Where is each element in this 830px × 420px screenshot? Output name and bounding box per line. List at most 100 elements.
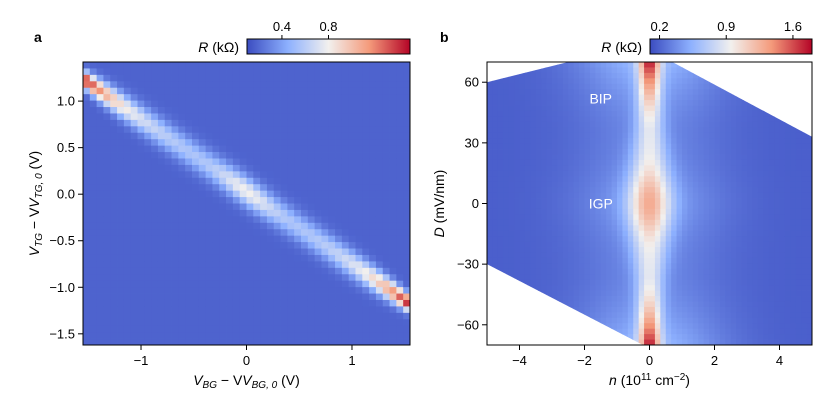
heatmap-a-cell xyxy=(138,133,145,140)
heatmap-a-cell xyxy=(97,75,104,82)
heatmap-b-cell xyxy=(563,247,569,253)
heatmap-a-cell xyxy=(362,120,369,127)
heatmap-b-cell xyxy=(747,122,753,128)
heatmap-b-cell xyxy=(709,176,715,182)
heatmap-a-cell xyxy=(219,126,226,133)
heatmap-a-cell xyxy=(390,191,397,198)
heatmap-a-cell xyxy=(253,223,260,230)
heatmap-b-cell xyxy=(568,144,574,150)
heatmap-a-cell xyxy=(185,88,192,95)
heatmap-a-cell xyxy=(396,242,403,249)
heatmap-a-cell xyxy=(83,101,90,108)
heatmap-b-cell xyxy=(687,182,693,188)
heatmap-b-cell xyxy=(579,84,585,90)
heatmap-b-cell xyxy=(736,329,742,335)
heatmap-a-cell xyxy=(281,255,288,262)
heatmap-b-cell xyxy=(492,138,498,144)
heatmap-b-cell xyxy=(698,247,704,253)
heatmap-b-cell xyxy=(671,258,677,264)
heatmap-b-cell xyxy=(747,138,753,144)
heatmap-a-cell xyxy=(226,332,233,339)
heatmap-b-cell xyxy=(514,252,520,258)
heatmap-a-cell xyxy=(253,101,260,108)
heatmap-a-cell xyxy=(321,229,328,236)
heatmap-b-cell xyxy=(547,242,553,248)
heatmap-b-cell xyxy=(687,84,693,90)
heatmap-b-cell xyxy=(590,263,596,269)
heatmap-b-cell xyxy=(715,252,721,258)
heatmap-b-cell xyxy=(568,225,574,231)
heatmap-a-cell xyxy=(117,197,124,204)
heatmap-a-cell xyxy=(383,146,390,153)
heatmap-b-cell xyxy=(492,236,498,242)
heatmap-b-cell xyxy=(628,89,634,95)
heatmap-b-cell xyxy=(709,214,715,220)
heatmap-a-cell xyxy=(83,229,90,236)
heatmap-b-cell xyxy=(612,122,618,128)
heatmap-a-cell xyxy=(192,81,199,88)
heatmap-a-cell xyxy=(390,281,397,288)
heatmap-a-cell xyxy=(328,274,335,281)
heatmap-b-cell xyxy=(736,100,742,106)
heatmap-b-cell xyxy=(574,187,580,193)
heatmap-b-cell xyxy=(628,138,634,144)
heatmap-b-cell xyxy=(639,89,645,95)
heatmap-a-cell xyxy=(253,152,260,159)
heatmap-a-cell xyxy=(151,88,158,95)
heatmap-b-cell xyxy=(666,209,672,215)
heatmap-b-cell xyxy=(617,252,623,258)
heatmap-a-cell xyxy=(403,191,410,198)
heatmap-b-cell xyxy=(666,78,672,84)
heatmap-a-cell xyxy=(199,139,206,146)
heatmap-b-cell xyxy=(780,220,786,226)
heatmap-a-cell xyxy=(117,178,124,185)
heatmap-a-cell xyxy=(308,223,315,230)
heatmap-a-cell xyxy=(308,184,315,191)
heatmap-a-cell xyxy=(253,204,260,211)
heatmap-b-cell xyxy=(601,106,607,112)
heatmap-a-cell xyxy=(226,165,233,172)
heatmap-a-cell xyxy=(396,62,403,69)
heatmap-a-cell xyxy=(376,236,383,243)
heatmap-a-cell xyxy=(206,332,213,339)
heatmap-a-cell xyxy=(192,139,199,146)
panel-b-colorbar-gradient xyxy=(650,39,812,54)
heatmap-b-cell xyxy=(682,106,688,112)
heatmap-b-cell xyxy=(568,198,574,204)
heatmap-a-cell xyxy=(233,68,240,75)
heatmap-a-cell xyxy=(356,178,363,185)
heatmap-b-cell xyxy=(612,116,618,122)
heatmap-a-cell xyxy=(321,75,328,82)
heatmap-b-cell xyxy=(720,329,726,335)
heatmap-a-cell xyxy=(267,261,274,268)
heatmap-b-cell xyxy=(530,165,536,171)
heatmap-b-cell xyxy=(758,236,764,242)
heatmap-b-cell xyxy=(601,258,607,264)
heatmap-a-cell xyxy=(315,68,322,75)
heatmap-b-cell xyxy=(720,231,726,237)
heatmap-a-cell xyxy=(165,261,172,268)
heatmap-a-cell xyxy=(335,62,342,69)
heatmap-a-cell xyxy=(172,197,179,204)
heatmap-b-cell xyxy=(660,258,666,264)
heatmap-b-cell xyxy=(655,138,661,144)
heatmap-b-cell xyxy=(671,280,677,286)
heatmap-b-cell xyxy=(752,122,758,128)
heatmap-b-cell xyxy=(752,334,758,340)
heatmap-b-cell xyxy=(677,329,683,335)
heatmap-b-cell xyxy=(725,301,731,307)
heatmap-a-cell xyxy=(219,133,226,140)
heatmap-b-cell xyxy=(704,296,710,302)
heatmap-b-cell xyxy=(509,144,515,150)
heatmap-a-cell xyxy=(192,165,199,172)
heatmap-b-cell xyxy=(747,225,753,231)
heatmap-b-cell xyxy=(590,106,596,112)
heatmap-b-cell xyxy=(498,95,504,101)
heatmap-b-cell xyxy=(536,176,542,182)
heatmap-a-cell xyxy=(138,261,145,268)
heatmap-b-cell xyxy=(585,155,591,161)
heatmap-b-cell xyxy=(709,67,715,73)
heatmap-b-cell xyxy=(774,220,780,226)
heatmap-b-cell xyxy=(736,263,742,269)
heatmap-b-cell xyxy=(655,214,661,220)
